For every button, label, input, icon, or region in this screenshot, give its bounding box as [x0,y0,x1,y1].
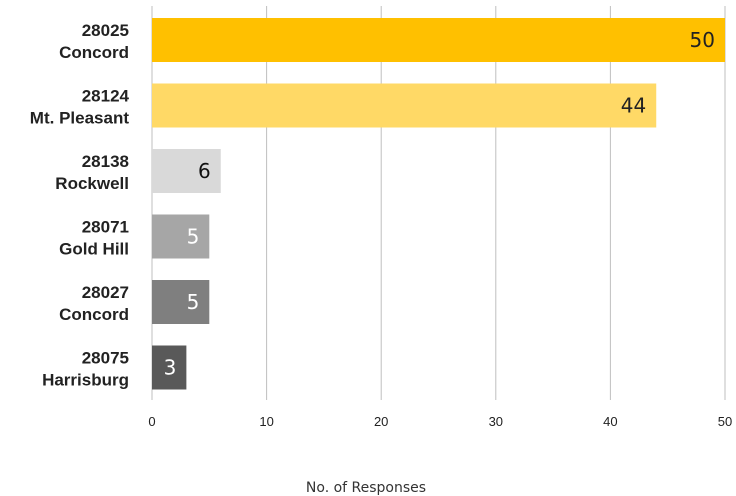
category-label-city: Rockwell [55,174,129,193]
bars: 50 44 6 5 5 3 [152,18,725,390]
x-tick-label: 0 [148,414,155,429]
data-label: 5 [187,225,200,249]
x-tick-label: 50 [718,414,732,429]
data-label: 44 [621,94,646,118]
data-label: 50 [690,28,715,52]
data-label: 5 [187,290,200,314]
x-tick-label: 40 [603,414,617,429]
x-tick-label: 10 [259,414,273,429]
gridlines [151,6,726,400]
category-label-city: Gold Hill [59,240,129,259]
x-axis-title: No. of Responses [306,480,426,496]
category-label-city: Concord [59,305,129,324]
x-tick-label: 30 [489,414,503,429]
bar [152,18,725,62]
category-label-zip: 28025 [82,21,129,40]
bar [152,280,210,324]
bar [152,214,210,259]
category-label-zip: 28138 [82,152,129,171]
category-label-city: Concord [59,43,129,62]
bar [152,83,657,128]
category-label-zip: 28075 [82,349,129,368]
x-tick-labels: 0 10 20 30 40 50 [148,414,732,429]
category-labels: 28025 Concord 28124 Mt. Pleasant 28138 Rockwe… [30,21,130,390]
category-label-zip: 28071 [82,218,129,237]
category-label-city: Harrisburg [42,371,129,390]
bar [152,149,221,193]
data-label: 6 [198,159,211,183]
bar [152,345,187,390]
category-label-zip: 28124 [82,87,130,106]
category-label-city: Mt. Pleasant [30,109,130,128]
data-label: 3 [164,356,177,380]
category-label-zip: 28027 [82,283,129,302]
x-tick-label: 20 [374,414,388,429]
